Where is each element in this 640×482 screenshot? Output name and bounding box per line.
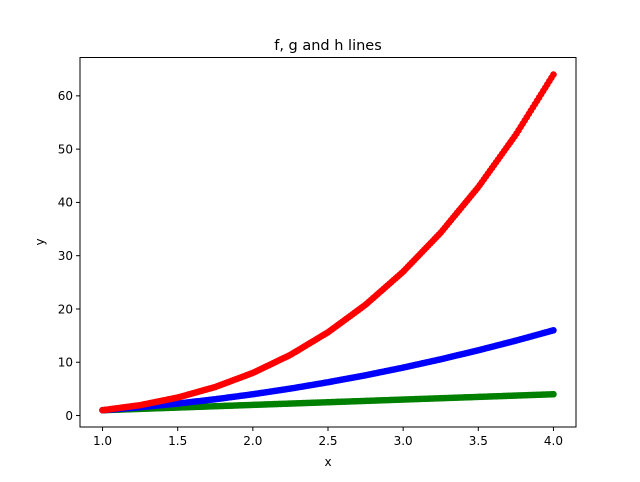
y-tick-label: 30 <box>58 249 73 263</box>
x-tick-label: 1.0 <box>93 434 112 448</box>
series-layer <box>99 71 557 414</box>
series-2 <box>99 71 557 414</box>
y-tick-label: 50 <box>58 142 73 156</box>
y-tick-label: 20 <box>58 302 73 316</box>
x-tick-label: 3.0 <box>394 434 413 448</box>
x-tick-label: 4.0 <box>544 434 563 448</box>
x-axis-label: x <box>324 455 331 469</box>
y-tick-label: 0 <box>65 409 73 423</box>
y-tick-label: 40 <box>58 196 73 210</box>
y-tick-label: 60 <box>58 89 73 103</box>
x-tick-label: 2.5 <box>318 434 337 448</box>
y-tick-label: 10 <box>58 356 73 370</box>
ticks-layer: 1.0 1.5 2.0 2.5 3.0 3.5 4.0 0 10 20 30 40 50 60 <box>58 89 563 448</box>
point <box>550 390 557 398</box>
point <box>550 71 557 78</box>
x-tick-label: 2.0 <box>243 434 262 448</box>
chart-title: f, g and h lines <box>274 38 382 54</box>
point <box>550 327 557 334</box>
x-tick-label: 3.5 <box>469 434 488 448</box>
y-axis-label: y <box>33 238 47 245</box>
x-tick-label: 1.5 <box>168 434 187 448</box>
plot-frame <box>79 57 577 428</box>
